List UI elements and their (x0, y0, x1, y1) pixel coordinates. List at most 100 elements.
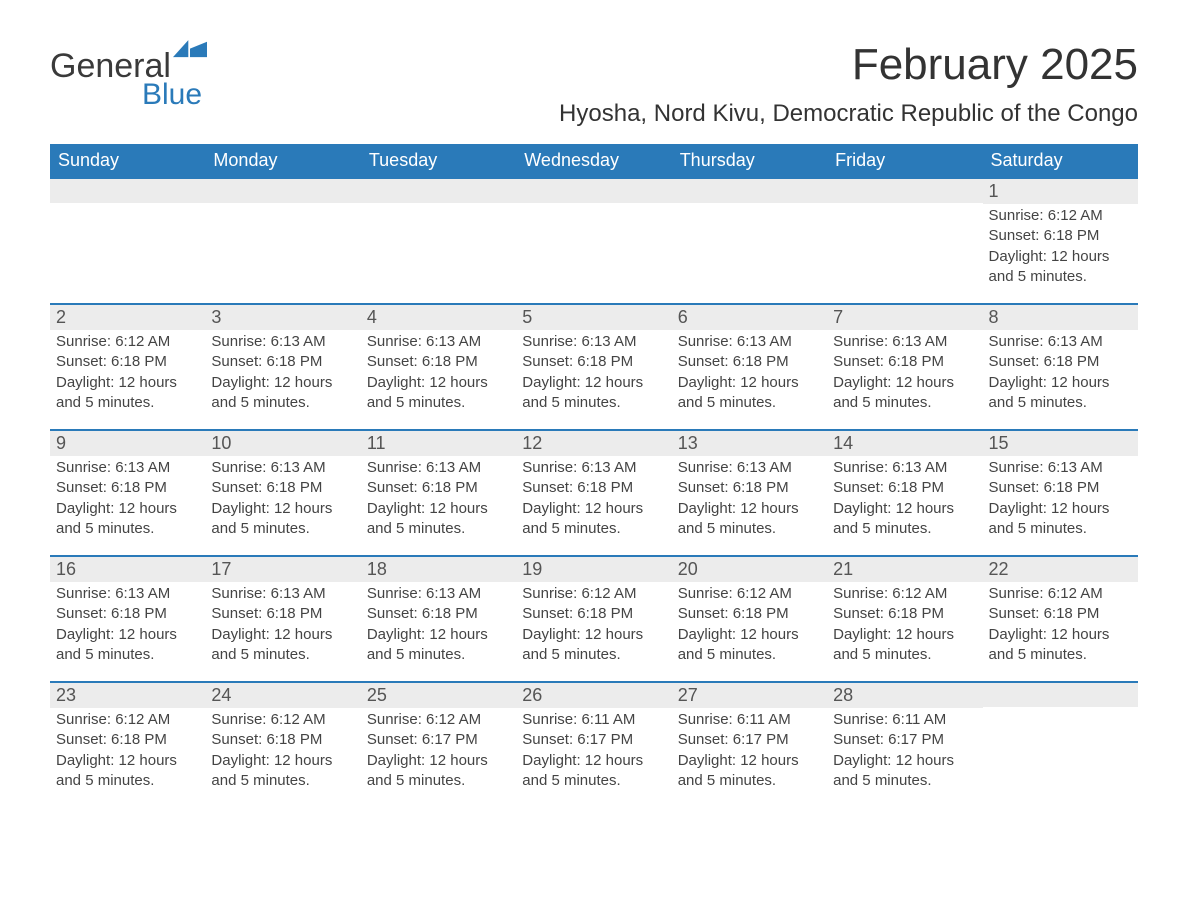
daylight-text: Daylight: 12 hours and 5 minutes. (211, 499, 354, 540)
sunset-text: Sunset: 6:18 PM (989, 226, 1132, 246)
date-number: 26 (516, 683, 671, 708)
sunrise-text: Sunrise: 6:13 AM (56, 584, 199, 604)
sunset-text: Sunset: 6:18 PM (56, 352, 199, 372)
sunrise-text: Sunrise: 6:13 AM (56, 458, 199, 478)
date-number (205, 179, 360, 203)
day-details: Sunrise: 6:13 AMSunset: 6:18 PMDaylight:… (516, 456, 671, 545)
sunset-text: Sunset: 6:18 PM (989, 478, 1132, 498)
brand-text-2: Blue (142, 78, 207, 112)
day-cell (672, 179, 827, 297)
day-cell: 21Sunrise: 6:12 AMSunset: 6:18 PMDayligh… (827, 557, 982, 675)
daylight-text: Daylight: 12 hours and 5 minutes. (678, 499, 821, 540)
daylight-text: Daylight: 12 hours and 5 minutes. (833, 373, 976, 414)
day-details: Sunrise: 6:12 AMSunset: 6:18 PMDaylight:… (983, 582, 1138, 671)
sunrise-text: Sunrise: 6:13 AM (989, 332, 1132, 352)
date-number: 23 (50, 683, 205, 708)
day-cell: 9Sunrise: 6:13 AMSunset: 6:18 PMDaylight… (50, 431, 205, 549)
daylight-text: Daylight: 12 hours and 5 minutes. (989, 625, 1132, 666)
day-cell: 3Sunrise: 6:13 AMSunset: 6:18 PMDaylight… (205, 305, 360, 423)
title-block: February 2025 Hyosha, Nord Kivu, Democra… (559, 40, 1138, 136)
sunset-text: Sunset: 6:18 PM (367, 352, 510, 372)
daylight-text: Daylight: 12 hours and 5 minutes. (678, 625, 821, 666)
day-details: Sunrise: 6:13 AMSunset: 6:18 PMDaylight:… (205, 330, 360, 419)
daylight-text: Daylight: 12 hours and 5 minutes. (367, 499, 510, 540)
day-details: Sunrise: 6:12 AMSunset: 6:18 PMDaylight:… (983, 204, 1138, 293)
sunset-text: Sunset: 6:18 PM (56, 478, 199, 498)
week-row: 16Sunrise: 6:13 AMSunset: 6:18 PMDayligh… (50, 555, 1138, 675)
daylight-text: Daylight: 12 hours and 5 minutes. (833, 625, 976, 666)
day-cell (50, 179, 205, 297)
month-title: February 2025 (559, 40, 1138, 90)
day-cell: 24Sunrise: 6:12 AMSunset: 6:18 PMDayligh… (205, 683, 360, 801)
weekday-header: Friday (827, 144, 982, 177)
daylight-text: Daylight: 12 hours and 5 minutes. (678, 751, 821, 792)
daylight-text: Daylight: 12 hours and 5 minutes. (211, 625, 354, 666)
day-details: Sunrise: 6:12 AMSunset: 6:18 PMDaylight:… (672, 582, 827, 671)
date-number: 20 (672, 557, 827, 582)
sunrise-text: Sunrise: 6:11 AM (678, 710, 821, 730)
day-details: Sunrise: 6:13 AMSunset: 6:18 PMDaylight:… (50, 582, 205, 671)
date-number: 24 (205, 683, 360, 708)
day-details: Sunrise: 6:13 AMSunset: 6:18 PMDaylight:… (672, 456, 827, 545)
weekday-header: Tuesday (361, 144, 516, 177)
sunset-text: Sunset: 6:18 PM (522, 604, 665, 624)
day-details: Sunrise: 6:13 AMSunset: 6:18 PMDaylight:… (361, 456, 516, 545)
sunset-text: Sunset: 6:18 PM (678, 478, 821, 498)
date-number: 8 (983, 305, 1138, 330)
day-details: Sunrise: 6:13 AMSunset: 6:18 PMDaylight:… (205, 582, 360, 671)
day-details: Sunrise: 6:13 AMSunset: 6:18 PMDaylight:… (361, 582, 516, 671)
date-number (983, 683, 1138, 707)
sunrise-text: Sunrise: 6:12 AM (989, 206, 1132, 226)
day-cell: 18Sunrise: 6:13 AMSunset: 6:18 PMDayligh… (361, 557, 516, 675)
day-details: Sunrise: 6:11 AMSunset: 6:17 PMDaylight:… (516, 708, 671, 797)
day-cell: 17Sunrise: 6:13 AMSunset: 6:18 PMDayligh… (205, 557, 360, 675)
daylight-text: Daylight: 12 hours and 5 minutes. (989, 373, 1132, 414)
daylight-text: Daylight: 12 hours and 5 minutes. (367, 373, 510, 414)
sunrise-text: Sunrise: 6:13 AM (989, 458, 1132, 478)
daylight-text: Daylight: 12 hours and 5 minutes. (522, 625, 665, 666)
day-cell: 11Sunrise: 6:13 AMSunset: 6:18 PMDayligh… (361, 431, 516, 549)
weekday-header-row: Sunday Monday Tuesday Wednesday Thursday… (50, 144, 1138, 177)
weekday-header: Wednesday (516, 144, 671, 177)
sunrise-text: Sunrise: 6:13 AM (522, 332, 665, 352)
weekday-header: Sunday (50, 144, 205, 177)
sunset-text: Sunset: 6:18 PM (211, 604, 354, 624)
daylight-text: Daylight: 12 hours and 5 minutes. (833, 499, 976, 540)
sunset-text: Sunset: 6:18 PM (522, 352, 665, 372)
location-subtitle: Hyosha, Nord Kivu, Democratic Republic o… (559, 100, 1138, 128)
day-cell: 5Sunrise: 6:13 AMSunset: 6:18 PMDaylight… (516, 305, 671, 423)
daylight-text: Daylight: 12 hours and 5 minutes. (211, 373, 354, 414)
sunrise-text: Sunrise: 6:12 AM (989, 584, 1132, 604)
sunrise-text: Sunrise: 6:11 AM (833, 710, 976, 730)
day-cell: 13Sunrise: 6:13 AMSunset: 6:18 PMDayligh… (672, 431, 827, 549)
sunrise-text: Sunrise: 6:13 AM (211, 458, 354, 478)
sunrise-text: Sunrise: 6:13 AM (833, 458, 976, 478)
day-cell: 26Sunrise: 6:11 AMSunset: 6:17 PMDayligh… (516, 683, 671, 801)
day-cell: 28Sunrise: 6:11 AMSunset: 6:17 PMDayligh… (827, 683, 982, 801)
day-cell: 19Sunrise: 6:12 AMSunset: 6:18 PMDayligh… (516, 557, 671, 675)
weekday-header: Thursday (672, 144, 827, 177)
brand-logo: General Blue (50, 40, 207, 112)
sunrise-text: Sunrise: 6:13 AM (367, 332, 510, 352)
sunset-text: Sunset: 6:18 PM (211, 352, 354, 372)
sunset-text: Sunset: 6:18 PM (833, 604, 976, 624)
date-number (516, 179, 671, 203)
daylight-text: Daylight: 12 hours and 5 minutes. (367, 625, 510, 666)
sunrise-text: Sunrise: 6:12 AM (678, 584, 821, 604)
date-number: 25 (361, 683, 516, 708)
sunrise-text: Sunrise: 6:13 AM (833, 332, 976, 352)
date-number: 17 (205, 557, 360, 582)
day-details: Sunrise: 6:13 AMSunset: 6:18 PMDaylight:… (361, 330, 516, 419)
day-cell: 8Sunrise: 6:13 AMSunset: 6:18 PMDaylight… (983, 305, 1138, 423)
date-number (50, 179, 205, 203)
day-details: Sunrise: 6:12 AMSunset: 6:18 PMDaylight:… (50, 330, 205, 419)
day-cell: 7Sunrise: 6:13 AMSunset: 6:18 PMDaylight… (827, 305, 982, 423)
day-details: Sunrise: 6:13 AMSunset: 6:18 PMDaylight:… (983, 330, 1138, 419)
daylight-text: Daylight: 12 hours and 5 minutes. (678, 373, 821, 414)
daylight-text: Daylight: 12 hours and 5 minutes. (989, 499, 1132, 540)
date-number: 28 (827, 683, 982, 708)
calendar: Sunday Monday Tuesday Wednesday Thursday… (50, 144, 1138, 801)
date-number: 19 (516, 557, 671, 582)
date-number: 7 (827, 305, 982, 330)
sunrise-text: Sunrise: 6:13 AM (522, 458, 665, 478)
